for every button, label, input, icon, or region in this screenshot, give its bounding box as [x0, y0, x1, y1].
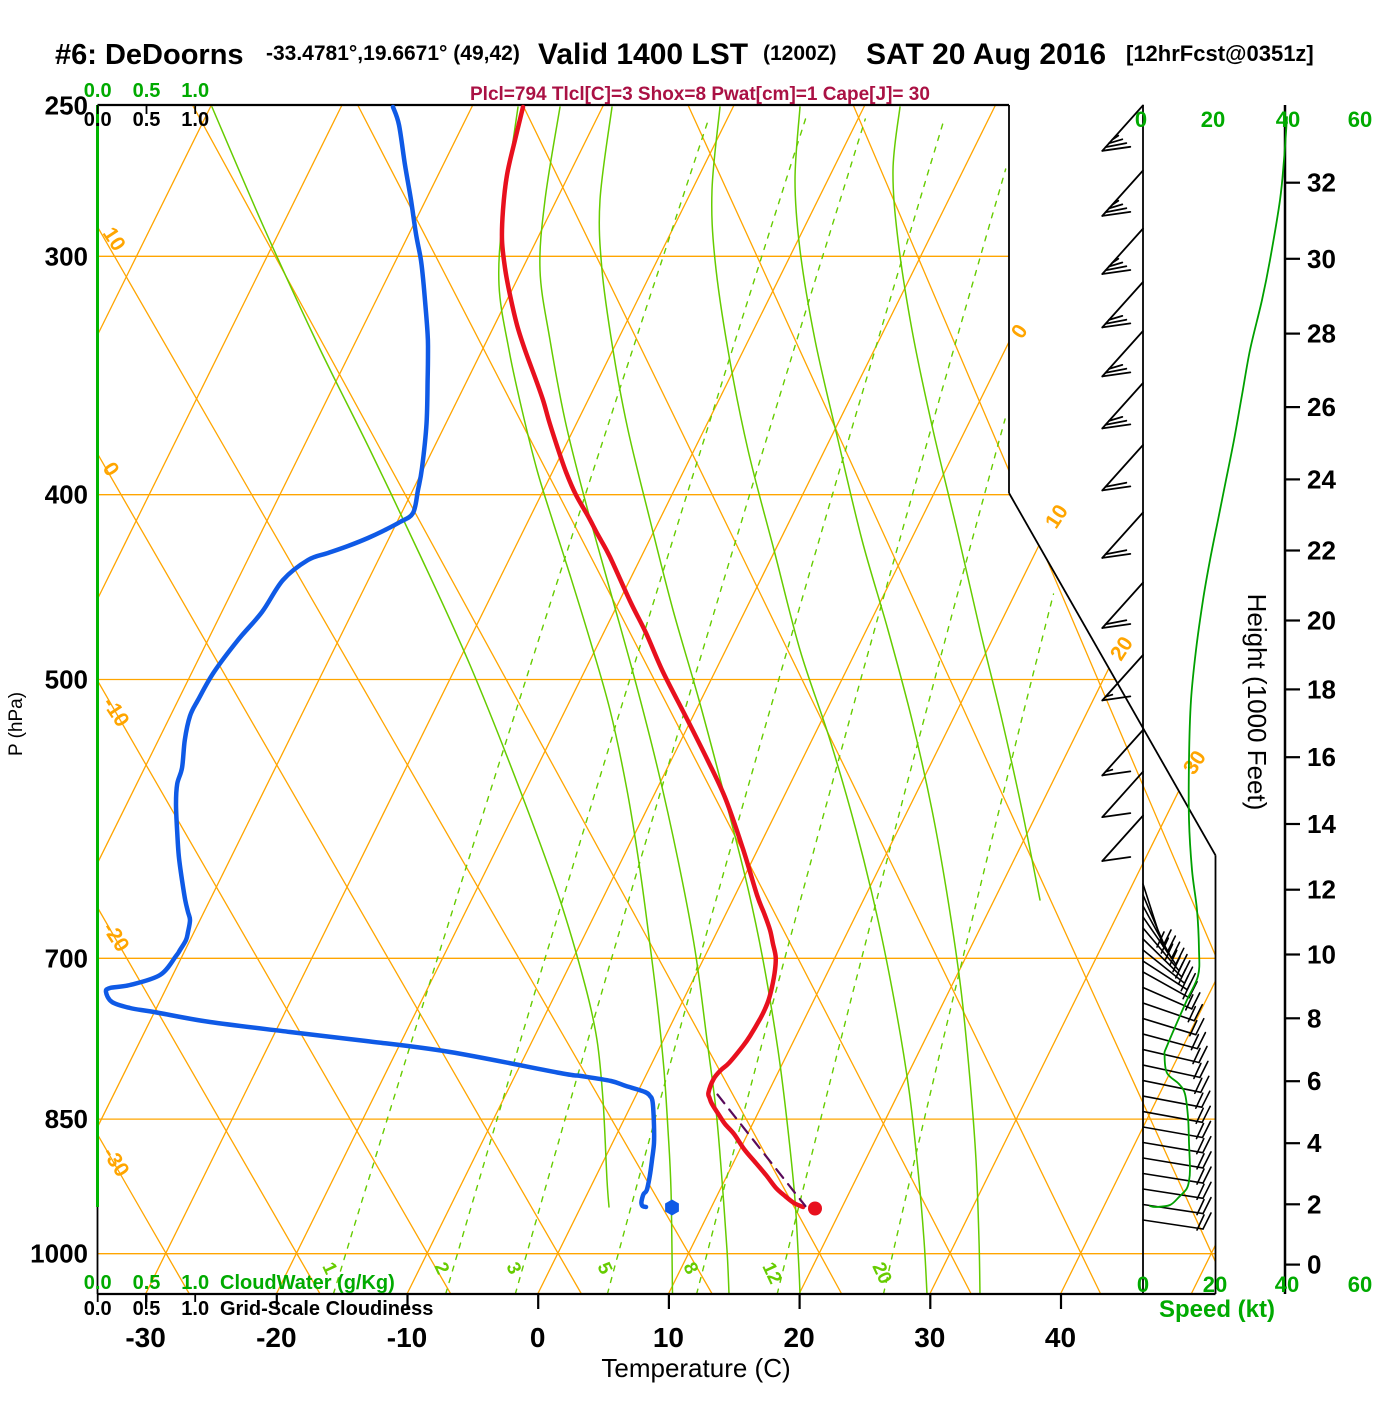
svg-text:1.0: 1.0 — [181, 1272, 209, 1294]
svg-text:2: 2 — [1307, 1189, 1321, 1219]
svg-text:300: 300 — [45, 241, 88, 271]
svg-text:-10: -10 — [387, 1322, 427, 1353]
svg-text:500: 500 — [45, 665, 88, 695]
svg-text:4: 4 — [1307, 1128, 1322, 1158]
svg-text:Speed (kt): Speed (kt) — [1159, 1296, 1275, 1323]
svg-text:28: 28 — [1307, 319, 1336, 349]
svg-text:10: 10 — [1307, 940, 1336, 970]
svg-text:1.0: 1.0 — [181, 109, 209, 131]
svg-text:CloudWater (g/Kg): CloudWater (g/Kg) — [220, 1272, 395, 1294]
svg-text:8: 8 — [1307, 1003, 1321, 1033]
svg-text:Temperature (C): Temperature (C) — [601, 1353, 790, 1383]
svg-text:#6: DeDoorns: #6: DeDoorns — [55, 39, 244, 71]
svg-text:16: 16 — [1307, 742, 1336, 772]
svg-text:Grid-Scale Cloudiness: Grid-Scale Cloudiness — [220, 1298, 433, 1320]
svg-text:18: 18 — [1307, 674, 1336, 704]
svg-text:32: 32 — [1307, 168, 1336, 198]
svg-text:1000: 1000 — [30, 1239, 88, 1269]
svg-text:Height (1000 Feet): Height (1000 Feet) — [1242, 594, 1272, 811]
svg-text:0.5: 0.5 — [133, 1272, 161, 1294]
svg-text:0.5: 0.5 — [133, 109, 161, 131]
svg-text:0.5: 0.5 — [133, 1298, 161, 1320]
svg-text:0: 0 — [530, 1322, 546, 1353]
svg-text:0: 0 — [1135, 107, 1147, 132]
svg-text:0: 0 — [1307, 1250, 1321, 1280]
svg-text:(1200Z): (1200Z) — [763, 42, 837, 65]
svg-text:0: 0 — [1137, 1272, 1149, 1297]
svg-text:30: 30 — [1307, 244, 1336, 274]
svg-text:20: 20 — [1201, 107, 1225, 132]
svg-text:700: 700 — [45, 943, 88, 973]
svg-text:30: 30 — [914, 1322, 945, 1353]
svg-text:250: 250 — [45, 90, 88, 120]
svg-text:20: 20 — [1203, 1272, 1227, 1297]
svg-text:40: 40 — [1276, 107, 1300, 132]
svg-text:60: 60 — [1348, 107, 1372, 132]
svg-text:Valid 1400 LST: Valid 1400 LST — [538, 38, 748, 71]
svg-text:20: 20 — [1307, 606, 1336, 636]
svg-text:0.5: 0.5 — [133, 80, 161, 102]
svg-text:20: 20 — [784, 1322, 815, 1353]
svg-text:SAT 20 Aug 2016: SAT 20 Aug 2016 — [866, 38, 1106, 71]
svg-text:60: 60 — [1348, 1272, 1372, 1297]
svg-text:-20: -20 — [256, 1322, 296, 1353]
svg-text:Plcl=794 Tlcl[C]=3 Shox=8 Pwat: Plcl=794 Tlcl[C]=3 Shox=8 Pwat[cm]=1 Cap… — [470, 84, 930, 105]
svg-text:P (hPa): P (hPa) — [6, 692, 27, 756]
svg-text:10: 10 — [653, 1322, 684, 1353]
svg-text:400: 400 — [45, 480, 88, 510]
svg-text:12: 12 — [1307, 875, 1336, 905]
svg-text:40: 40 — [1275, 1272, 1299, 1297]
svg-text:850: 850 — [45, 1104, 88, 1134]
svg-text:1.0: 1.0 — [181, 80, 209, 102]
svg-text:14: 14 — [1307, 809, 1336, 839]
svg-text:26: 26 — [1307, 392, 1336, 422]
svg-text:0.0: 0.0 — [84, 1298, 112, 1320]
svg-text:22: 22 — [1307, 536, 1336, 566]
svg-text:24: 24 — [1307, 464, 1336, 494]
svg-text:[12hrFcst@0351z]: [12hrFcst@0351z] — [1126, 41, 1314, 66]
svg-text:-30: -30 — [125, 1322, 165, 1353]
svg-text:40: 40 — [1045, 1322, 1076, 1353]
svg-text:1.0: 1.0 — [181, 1298, 209, 1320]
svg-text:-33.4781°,19.6671° (49,42): -33.4781°,19.6671° (49,42) — [266, 42, 520, 65]
svg-text:0.0: 0.0 — [84, 1272, 112, 1294]
svg-text:6: 6 — [1307, 1066, 1321, 1096]
svg-text:0.0: 0.0 — [84, 80, 112, 102]
svg-text:0.0: 0.0 — [84, 109, 112, 131]
